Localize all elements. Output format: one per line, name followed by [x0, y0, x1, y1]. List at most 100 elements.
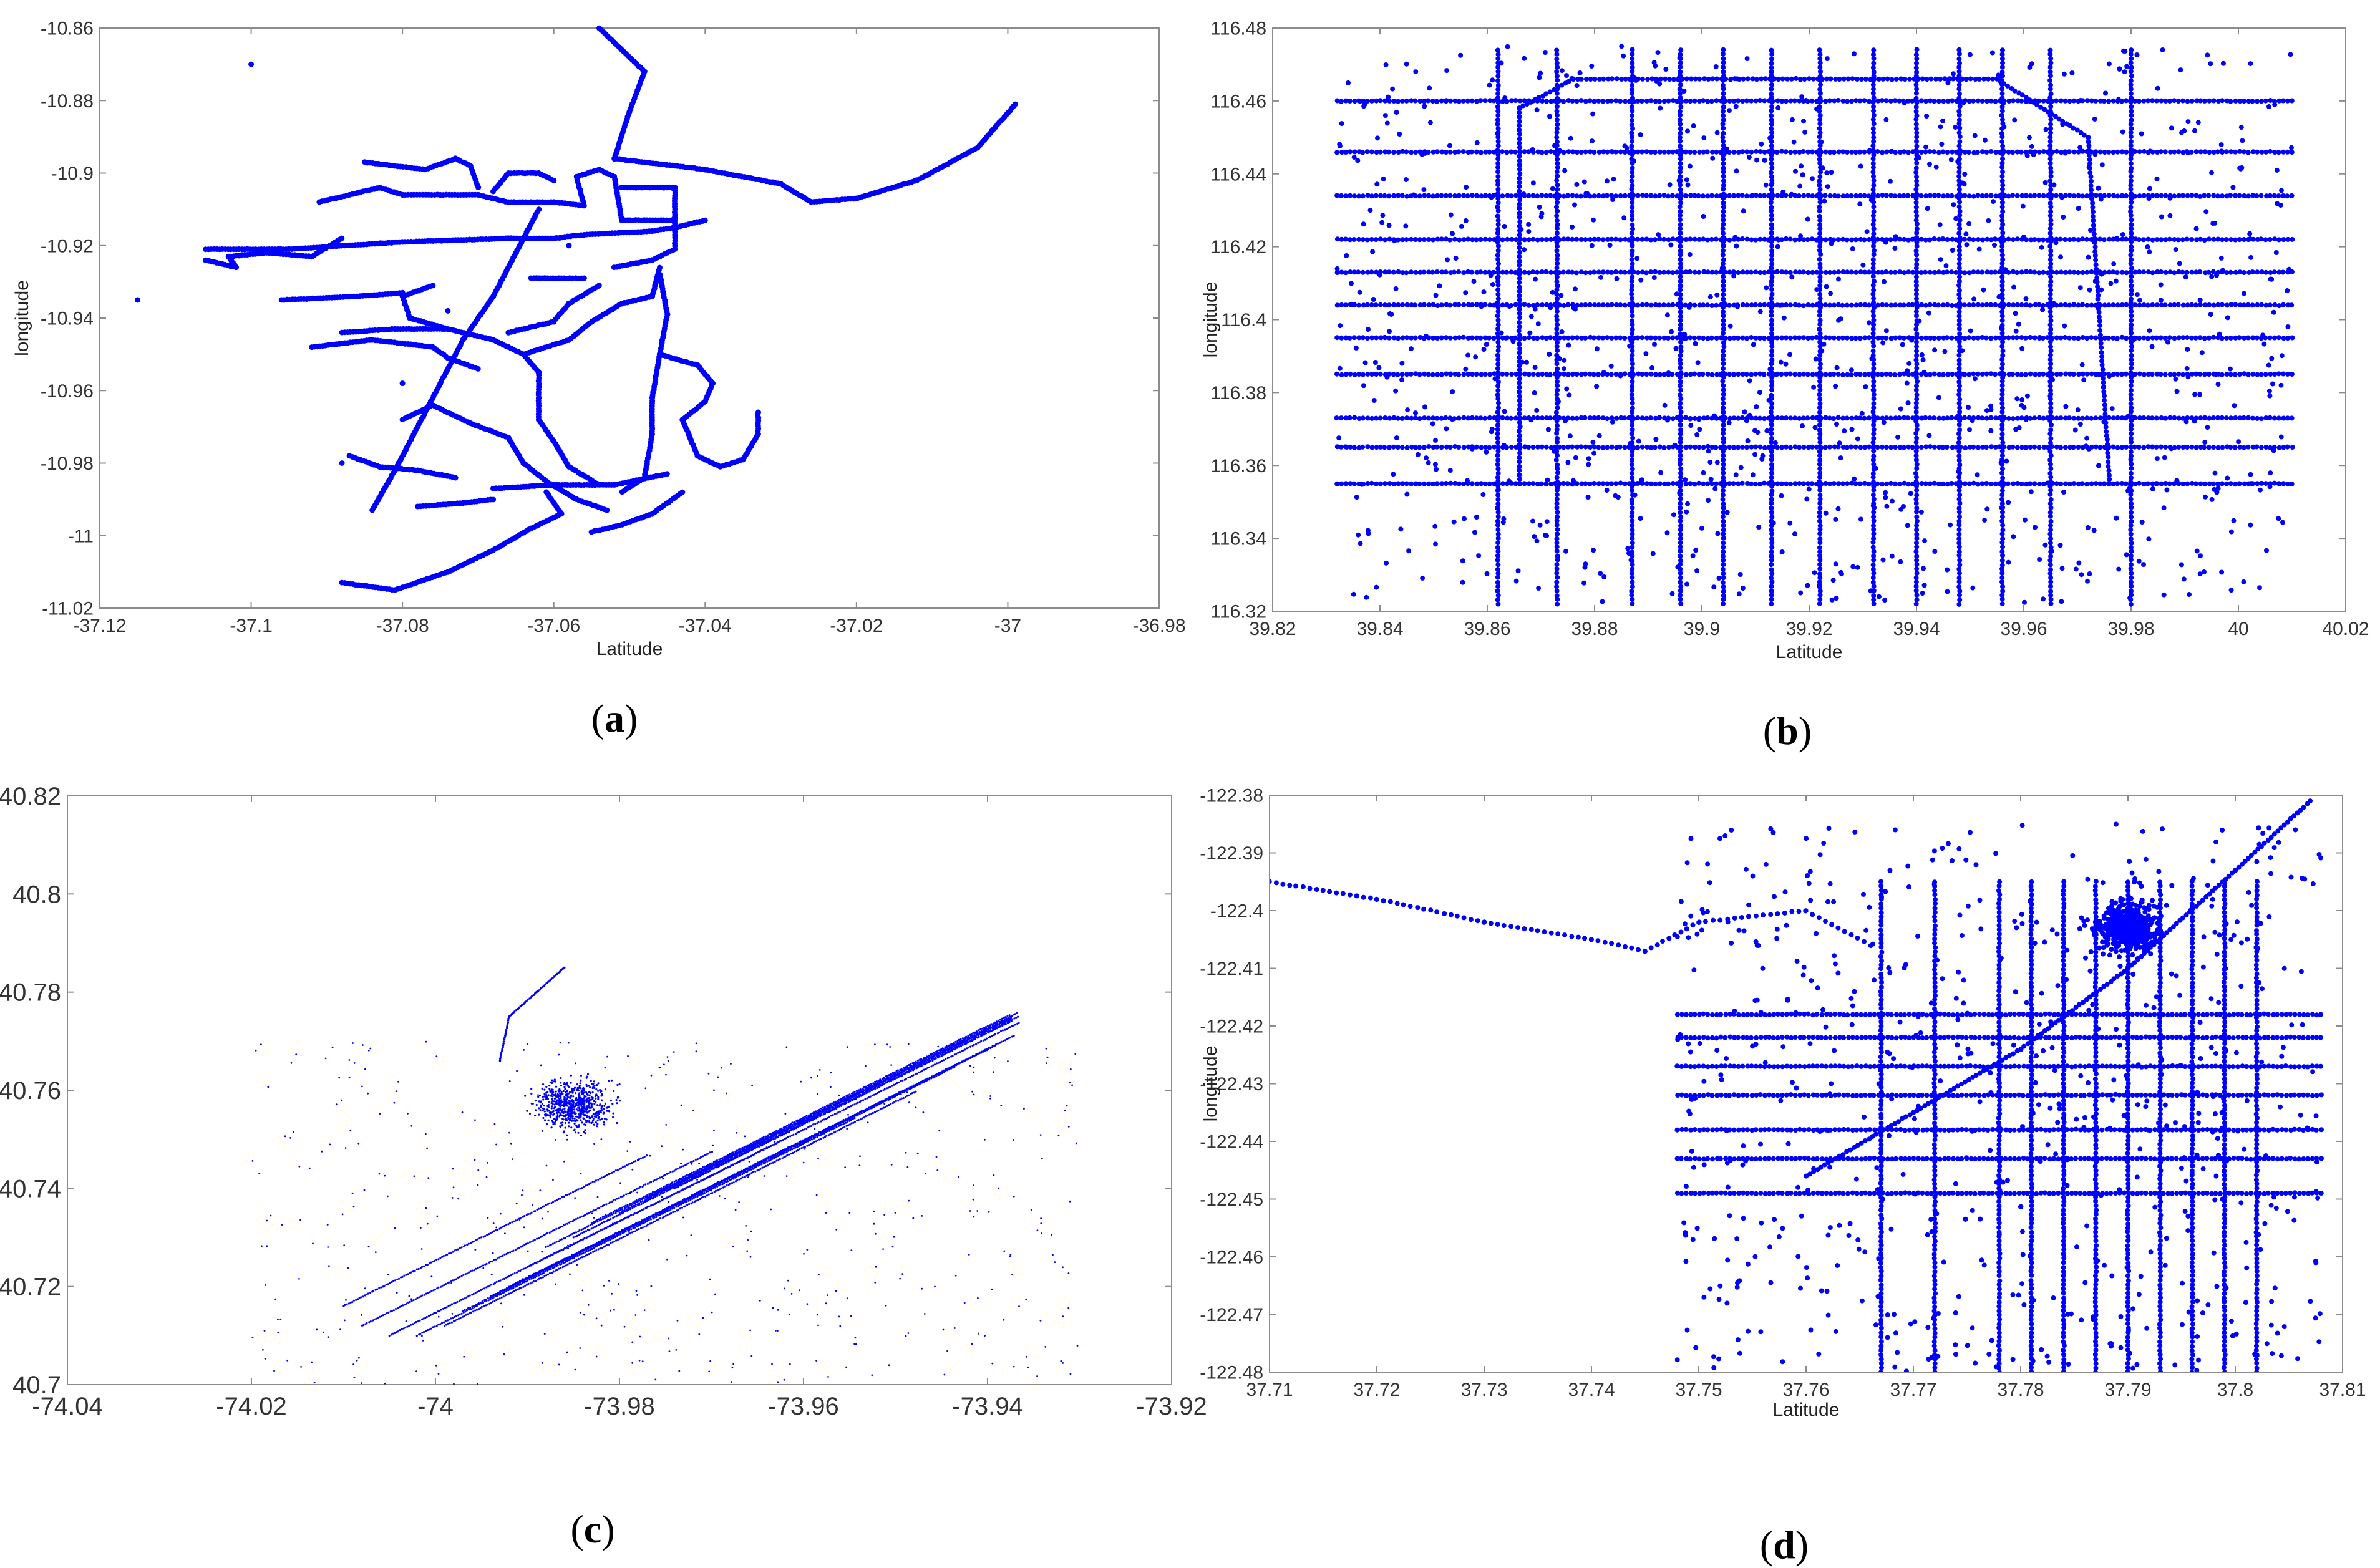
data-point — [1648, 336, 1653, 341]
data-point — [1495, 161, 1500, 166]
data-point — [2000, 253, 2005, 258]
data-point — [1950, 372, 1955, 377]
data-point — [1495, 56, 1500, 61]
data-point — [1555, 423, 1560, 428]
data-point — [1875, 372, 1880, 377]
data-point — [1957, 222, 1962, 227]
data-point — [2048, 327, 2053, 332]
data-point — [1495, 47, 1500, 52]
data-point — [1769, 568, 1774, 573]
data-point — [1769, 322, 1774, 327]
data-point — [2115, 415, 2120, 420]
data-point — [1721, 488, 1726, 493]
data-point — [1531, 445, 1536, 450]
data-point — [2142, 372, 2147, 377]
data-point — [1554, 135, 1559, 140]
data-point — [2000, 392, 2005, 397]
data-point — [1356, 303, 1361, 308]
data-point — [2049, 444, 2054, 449]
data-point — [1555, 392, 1560, 397]
data-point — [1957, 125, 1962, 130]
data-point — [2185, 482, 2190, 486]
data-point — [2150, 415, 2155, 420]
data-point — [1622, 371, 1627, 376]
data-point — [1678, 60, 1683, 65]
data-point — [1762, 336, 1767, 341]
data-point — [1630, 510, 1634, 515]
data-point — [1757, 302, 1762, 307]
data-point — [1470, 302, 1475, 307]
data-point — [2129, 571, 2134, 576]
data-point — [1784, 302, 1789, 307]
data-point — [1914, 588, 1919, 593]
data-point — [2237, 335, 2242, 340]
data-point — [2124, 372, 2129, 377]
data-point — [2128, 183, 2133, 188]
data-point — [1678, 453, 1683, 458]
data-point — [1769, 122, 1774, 127]
data-point — [1496, 322, 1501, 327]
data-point — [1678, 401, 1683, 406]
data-point — [1495, 79, 1500, 84]
data-point — [1957, 549, 1962, 554]
data-point — [2000, 288, 2005, 293]
data-point — [2001, 302, 2006, 307]
plot-frame — [1273, 28, 2346, 611]
data-point — [1954, 303, 1959, 308]
data-point — [2000, 283, 2005, 288]
data-point — [1923, 336, 1928, 341]
data-point — [2272, 416, 2277, 421]
data-point — [2290, 372, 2295, 377]
data-point — [1915, 47, 1920, 52]
data-point — [2080, 481, 2085, 486]
data-point — [1721, 91, 1726, 96]
data-point — [1343, 481, 1348, 486]
data-point — [2215, 482, 2220, 486]
data-point — [1721, 601, 1726, 606]
data-point — [2129, 496, 2134, 501]
data-point — [1914, 52, 1919, 57]
data-point — [1439, 302, 1444, 307]
data-point — [1723, 336, 1728, 341]
data-point — [1639, 372, 1644, 377]
data-point — [1769, 253, 1774, 258]
data-point — [1819, 336, 1824, 341]
data-point — [1553, 302, 1558, 307]
data-point — [1678, 365, 1683, 370]
data-point — [1769, 496, 1774, 501]
data-point — [1678, 69, 1683, 74]
data-point — [1818, 52, 1823, 57]
data-point — [1932, 481, 1937, 486]
data-point — [2129, 531, 2134, 536]
data-point — [2062, 335, 2067, 340]
data-point — [1915, 415, 1920, 420]
data-point — [1396, 445, 1401, 450]
data-point — [1769, 536, 1774, 541]
data-point — [1555, 218, 1560, 223]
data-point — [1956, 584, 1961, 589]
data-point — [1495, 65, 1500, 70]
data-point — [1840, 336, 1845, 341]
data-point — [1721, 589, 1726, 594]
data-point — [2049, 170, 2054, 175]
data-point — [1721, 248, 1726, 253]
data-point — [1928, 372, 1933, 377]
data-point — [1769, 597, 1774, 602]
data-point — [2128, 527, 2133, 532]
data-point — [1496, 126, 1501, 131]
data-point — [1721, 475, 1726, 480]
data-point — [2041, 303, 2046, 308]
data-point — [1649, 303, 1654, 308]
data-point — [1740, 415, 1745, 420]
data-point — [2001, 445, 2006, 450]
data-point — [2128, 372, 2133, 377]
data-point — [1456, 372, 1461, 377]
data-point — [1801, 303, 1806, 308]
data-point — [1630, 56, 1634, 61]
data-point — [1721, 410, 1726, 415]
data-point — [1678, 127, 1683, 132]
data-point — [445, 308, 450, 314]
data-point — [1769, 588, 1774, 593]
data-point — [1721, 105, 1726, 110]
